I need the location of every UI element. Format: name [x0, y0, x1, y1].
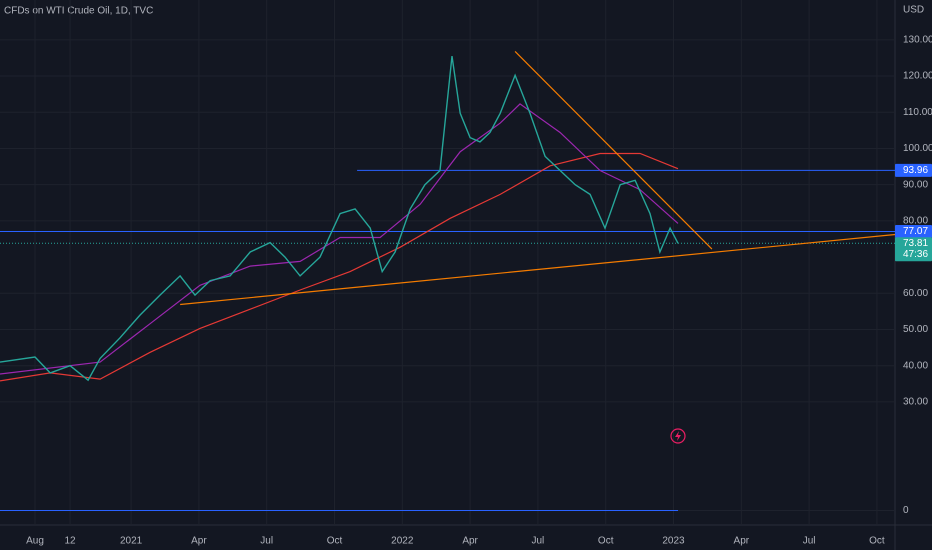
- y-tick-label: 80.00: [903, 216, 928, 227]
- x-tick-label: Oct: [869, 536, 885, 547]
- x-tick-label: Jul: [260, 536, 273, 547]
- price-badge-label: 77.07: [903, 226, 928, 237]
- chart-title: CFDs on WTI Crude Oil, 1D, TVC: [4, 6, 153, 17]
- x-tick-label: Oct: [327, 536, 343, 547]
- x-tick-label: Oct: [598, 536, 614, 547]
- price-badge-label: 73.81: [903, 238, 928, 249]
- y-tick-label: 40.00: [903, 360, 928, 371]
- y-tick-label: 60.00: [903, 288, 928, 299]
- y-tick-label: 130.00: [903, 34, 932, 45]
- y-tick-label: 50.00: [903, 324, 928, 335]
- price-badge: [895, 237, 932, 262]
- x-tick-label: Jul: [532, 536, 545, 547]
- y-tick-label: 100.00: [903, 143, 932, 154]
- x-tick-label: 2021: [120, 536, 143, 547]
- countdown-label: 47:36: [903, 249, 928, 260]
- x-tick-label: Aug: [26, 536, 44, 547]
- x-tick-label: Apr: [734, 536, 750, 547]
- x-tick-label: Apr: [462, 536, 478, 547]
- series-line: [0, 56, 679, 382]
- series-line: [0, 152, 679, 382]
- x-tick-label: 12: [65, 536, 77, 547]
- y-axis-label: USD: [903, 5, 924, 16]
- price-badge-label: 93.96: [903, 165, 928, 176]
- x-tick-label: Apr: [191, 536, 207, 547]
- series-line: [0, 103, 679, 375]
- y-tick-label: 120.00: [903, 71, 932, 82]
- trend-line: [180, 230, 932, 306]
- x-tick-label: 2022: [391, 536, 414, 547]
- y-tick-label: 0: [903, 505, 909, 516]
- y-tick-label: 90.00: [903, 179, 928, 190]
- alert-icon[interactable]: [670, 428, 686, 444]
- y-tick-label: 30.00: [903, 397, 928, 408]
- price-badge: [895, 163, 932, 177]
- x-tick-label: Jul: [803, 536, 816, 547]
- price-badge: [895, 224, 932, 238]
- x-tick-label: 2023: [662, 536, 685, 547]
- y-tick-label: 110.00: [903, 107, 932, 118]
- trend-line: [514, 50, 713, 250]
